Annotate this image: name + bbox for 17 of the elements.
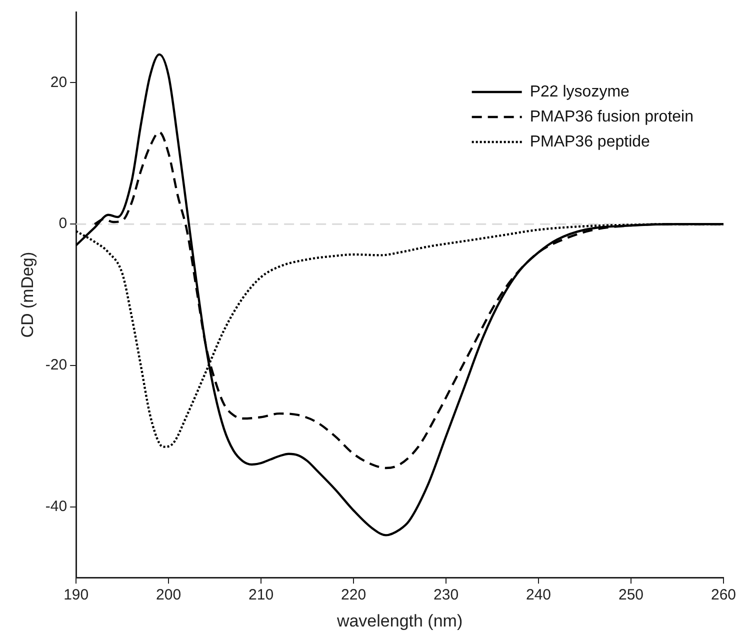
legend-label: PMAP36 peptide <box>530 133 650 150</box>
y-tick-label: 20 <box>50 74 68 91</box>
x-tick-label: 250 <box>618 586 644 604</box>
x-tick-label: 190 <box>64 586 89 604</box>
legend-label: P22 lysozyme <box>530 83 630 100</box>
x-tick-label: 220 <box>341 586 366 604</box>
y-tick-label: 0 <box>58 215 68 232</box>
x-axis-title: wavelength (nm) <box>336 611 463 630</box>
legend-label: PMAP36 fusion protein <box>530 108 694 126</box>
y-tick-label: -40 <box>45 498 68 516</box>
x-tick-label: 240 <box>526 586 552 604</box>
x-tick-label: 260 <box>710 586 736 604</box>
y-axis-title: CD (mDeg) <box>18 252 37 338</box>
x-tick-label: 210 <box>248 586 274 604</box>
y-tick-label: -20 <box>45 356 68 374</box>
x-tick-label: 230 <box>434 586 459 604</box>
x-tick-label: 200 <box>156 586 182 604</box>
